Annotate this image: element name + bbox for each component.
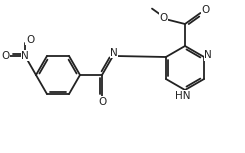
Text: O: O <box>201 5 209 15</box>
Text: N: N <box>110 48 118 58</box>
Text: O: O <box>98 97 106 107</box>
Text: O: O <box>159 13 168 23</box>
Text: HN: HN <box>175 91 191 101</box>
Text: O: O <box>1 51 10 61</box>
Text: N: N <box>204 50 212 60</box>
Text: O: O <box>26 35 34 45</box>
Text: N: N <box>21 51 29 61</box>
